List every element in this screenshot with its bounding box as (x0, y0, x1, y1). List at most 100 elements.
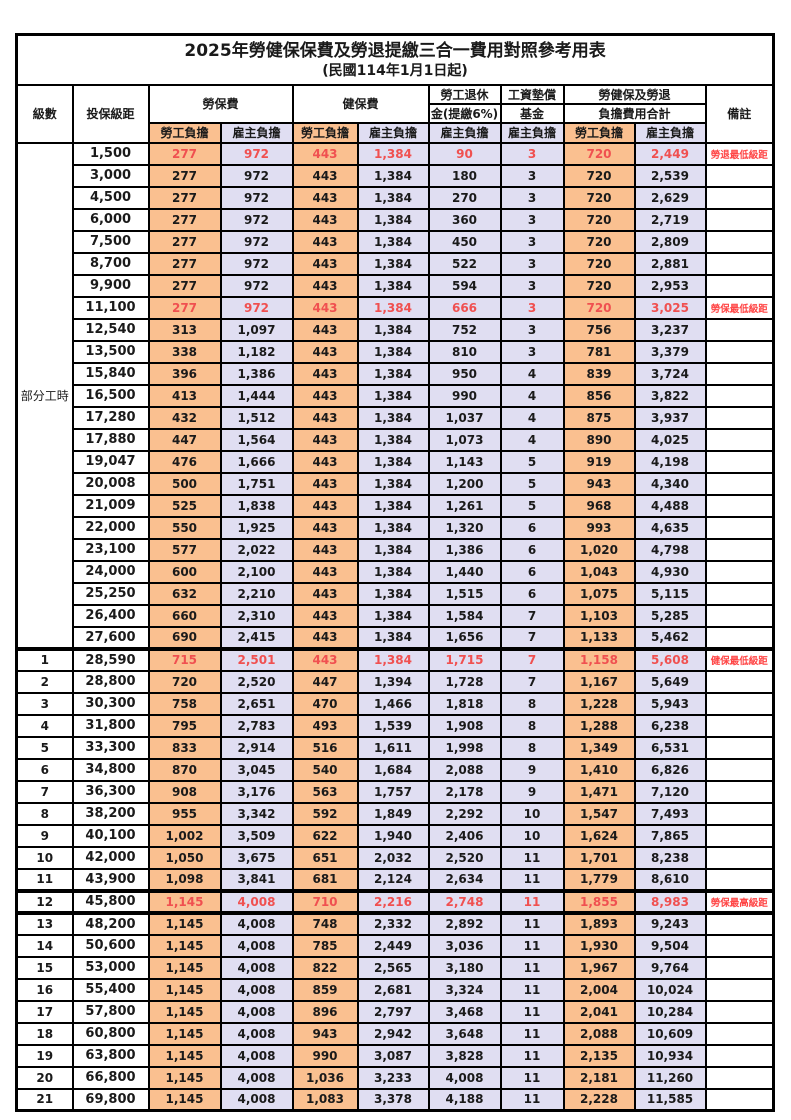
fee-cell: 1,967 (562, 955, 636, 980)
fee-cell: 277 (147, 295, 222, 320)
fee-cell: 9,504 (633, 933, 707, 958)
fee-cell: 443 (291, 295, 359, 320)
table-row: 14 50,600 1,145 4,008 785 2,449 3,036 11 1,930 9,… (15, 933, 775, 958)
fee-cell: 443 (291, 559, 359, 584)
bracket-cell: 12,540 (71, 317, 150, 342)
level-cell: 4 (15, 713, 74, 738)
fee-cell: 1,384 (356, 229, 430, 254)
bracket-cell: 63,800 (71, 1043, 150, 1068)
level-cell: 10 (15, 845, 74, 870)
fee-cell: 9 (499, 757, 565, 782)
bracket-cell: 8,700 (71, 251, 150, 276)
fee-cell: 476 (147, 449, 222, 474)
fee-cell: 1,349 (562, 735, 636, 760)
fee-cell: 1,684 (356, 757, 430, 782)
note-cell (704, 537, 775, 562)
fee-cell: 756 (562, 317, 636, 342)
fee-cell: 1,036 (291, 1065, 359, 1090)
header-row-2: 金(提繳6%) 基金 負擔費用合計 (17, 102, 774, 124)
fee-cell: 594 (427, 273, 502, 298)
title-block: 2025年勞健保保費及勞退提繳三合一費用對照參考用表 (民國114年1月1日起) (15, 33, 775, 86)
fee-cell: 1,073 (427, 427, 502, 452)
subheader-wage-fund-employer: 雇主負擔 (499, 121, 565, 144)
fee-cell: 11 (499, 867, 565, 892)
fee-cell: 720 (147, 669, 222, 694)
fee-cell: 3 (499, 141, 565, 166)
fee-cell: 3,045 (219, 757, 294, 782)
title-row: 2025年勞健保保費及勞退提繳三合一費用對照參考用表 (民國114年1月1日起) (15, 33, 775, 86)
fee-cell: 1,471 (562, 779, 636, 804)
bracket-cell: 9,900 (71, 273, 150, 298)
table-row: 1 28,590 715 2,501 443 1,384 1,715 7 1,158 5,608 健… (15, 646, 775, 672)
fee-cell: 443 (291, 141, 359, 166)
fee-cell: 9 (499, 779, 565, 804)
fee-cell: 443 (291, 251, 359, 276)
col-header-level: 級數 (15, 83, 74, 144)
table-row: 4,500 277 972 443 1,384 270 3 720 2,629 (17, 185, 775, 210)
fee-cell: 2,797 (356, 999, 430, 1024)
fee-cell: 1,818 (427, 691, 502, 716)
table-row: 19,047 476 1,666 443 1,384 1,143 5 919 4,198 (17, 449, 775, 474)
bracket-cell: 40,100 (71, 823, 150, 848)
bracket-cell: 53,000 (71, 955, 150, 980)
fee-cell: 1,083 (291, 1087, 359, 1112)
fee-cell: 3,937 (633, 405, 707, 430)
fee-cell: 3 (499, 339, 565, 364)
fee-cell: 2,520 (427, 845, 502, 870)
fee-cell: 1,893 (562, 911, 636, 936)
fee-cell: 1,838 (219, 493, 294, 518)
note-cell (704, 735, 775, 760)
fee-cell: 1,384 (356, 646, 430, 672)
fee-cell: 3,509 (219, 823, 294, 848)
fee-cell: 972 (219, 163, 294, 188)
bracket-cell: 27,600 (71, 625, 150, 650)
fee-cell: 11 (499, 845, 565, 870)
bracket-cell: 28,590 (71, 646, 150, 672)
note-cell (704, 207, 775, 232)
fee-cell: 2,415 (219, 625, 294, 650)
note-cell: 勞保最高級距 (704, 888, 775, 915)
fee-cell: 2,100 (219, 559, 294, 584)
table-row: 13 48,200 1,145 4,008 748 2,332 2,892 11 1,893 9,… (15, 911, 775, 936)
fee-cell: 1,757 (356, 779, 430, 804)
fee-cell: 8 (499, 713, 565, 738)
fee-cell: 715 (147, 646, 222, 672)
fee-cell: 1,386 (427, 537, 502, 562)
note-cell (704, 493, 775, 518)
fee-cell: 443 (291, 603, 359, 628)
note-cell (704, 669, 775, 694)
fee-cell: 1,320 (427, 515, 502, 540)
table-row: 9 40,100 1,002 3,509 622 1,940 2,406 10 1,624 7,8… (15, 823, 775, 848)
fee-cell: 666 (427, 295, 502, 320)
fee-cell: 4,008 (219, 999, 294, 1024)
fee-cell: 781 (562, 339, 636, 364)
bracket-cell: 24,000 (71, 559, 150, 584)
fee-cell: 493 (291, 713, 359, 738)
table-row: 11,100 277 972 443 1,384 666 3 720 3,025 勞保最低級距 (17, 295, 775, 320)
fee-cell: 10,934 (633, 1043, 707, 1068)
fee-cell: 3 (499, 273, 565, 298)
fee-cell: 1,145 (147, 1043, 222, 1068)
note-cell (704, 691, 775, 716)
table-row: 18 60,800 1,145 4,008 943 2,942 3,648 11 2,088 10… (15, 1021, 775, 1046)
fee-cell: 1,200 (427, 471, 502, 496)
fee-cell: 7,865 (633, 823, 707, 848)
fee-cell: 3,237 (633, 317, 707, 342)
subheader-health-employee: 勞工負擔 (291, 121, 359, 144)
section-label-cell: 部分工時 (15, 141, 74, 650)
fee-cell: 833 (147, 735, 222, 760)
fee-cell: 2,629 (633, 185, 707, 210)
fee-cell: 4,008 (219, 977, 294, 1002)
table-row: 3 30,300 758 2,651 470 1,466 1,818 8 1,228 5,943 (15, 691, 775, 716)
fee-cell: 1,143 (427, 449, 502, 474)
fee-cell: 4,008 (219, 911, 294, 936)
fee-cell: 875 (562, 405, 636, 430)
fee-cell: 3,233 (356, 1065, 430, 1090)
fee-cell: 4,008 (219, 933, 294, 958)
table-row: 2 28,800 720 2,520 447 1,394 1,728 7 1,167 5,649 (15, 669, 775, 694)
fee-cell: 7 (499, 669, 565, 694)
fee-cell: 277 (147, 273, 222, 298)
fee-cell: 1,145 (147, 1087, 222, 1112)
bracket-cell: 16,500 (71, 383, 150, 408)
